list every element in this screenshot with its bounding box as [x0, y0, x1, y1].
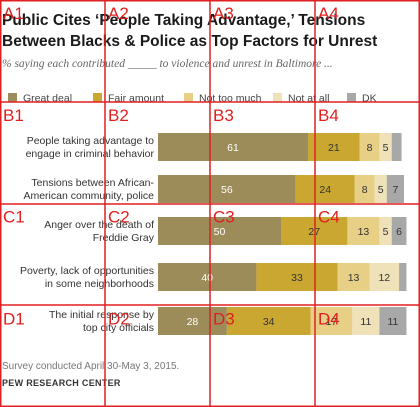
- category-label-0-0: People taking advantage to: [27, 135, 154, 147]
- category-label-2-1: Freddie Gray: [93, 232, 155, 244]
- category-label-4-0: The initial response by: [49, 309, 155, 321]
- value-label-4-3: 11: [360, 316, 371, 328]
- category-label-1-1: American community, police: [23, 190, 154, 202]
- value-label-2-3: 5: [383, 226, 389, 238]
- legend-swatch-2: [184, 93, 193, 102]
- value-label-2-4: 6: [396, 226, 402, 238]
- value-label-3-2: 13: [348, 272, 360, 284]
- value-label-4-4: 11: [387, 316, 398, 328]
- survey-note: Survey conducted April 30-May 3, 2015.: [2, 361, 180, 372]
- value-label-1-0: 56: [221, 184, 233, 196]
- bar-3-4: [399, 263, 407, 291]
- value-label-4-2: 17: [326, 316, 338, 328]
- value-label-2-0: 50: [214, 226, 226, 238]
- legend-swatch-1: [93, 93, 102, 102]
- legend-swatch-3: [273, 93, 282, 102]
- value-label-0-0: 61: [227, 142, 239, 154]
- category-label-2-0: Anger over the death of: [44, 219, 154, 231]
- source-credit: PEW RESEARCH CENTER: [2, 378, 121, 388]
- category-label-4-1: top city officials: [83, 322, 154, 334]
- value-label-0-1: 21: [328, 142, 340, 154]
- legend-swatch-4: [347, 93, 356, 102]
- legend-label-3: Not at all: [288, 93, 329, 105]
- value-label-4-0: 28: [187, 316, 199, 328]
- value-label-3-0: 40: [201, 272, 213, 284]
- value-label-1-2: 8: [362, 184, 368, 196]
- value-label-2-2: 13: [358, 226, 370, 238]
- legend-label-0: Great deal: [23, 93, 72, 105]
- value-label-0-3: 5: [383, 142, 389, 154]
- category-label-1-0: Tensions between African-: [31, 177, 154, 189]
- value-label-4-1: 34: [263, 316, 275, 328]
- value-label-0-2: 8: [367, 142, 373, 154]
- legend-label-4: DK: [362, 93, 377, 105]
- category-label-0-1: engage in criminal behavior: [26, 148, 155, 160]
- legend-label-2: Not too much: [199, 93, 262, 105]
- value-label-3-3: 12: [378, 272, 390, 284]
- category-label-3-0: Poverty, lack of opportunities: [20, 265, 154, 277]
- value-label-1-3: 5: [378, 184, 384, 196]
- value-label-2-1: 27: [308, 226, 320, 238]
- value-label-3-1: 33: [291, 272, 303, 284]
- value-label-1-4: 7: [392, 184, 398, 196]
- bar-0-4: [391, 133, 402, 161]
- value-label-1-1: 24: [319, 184, 331, 196]
- legend-swatch-0: [8, 93, 17, 102]
- legend-label-1: Fair amount: [108, 93, 164, 105]
- category-label-3-1: in some neighborhoods: [45, 278, 154, 290]
